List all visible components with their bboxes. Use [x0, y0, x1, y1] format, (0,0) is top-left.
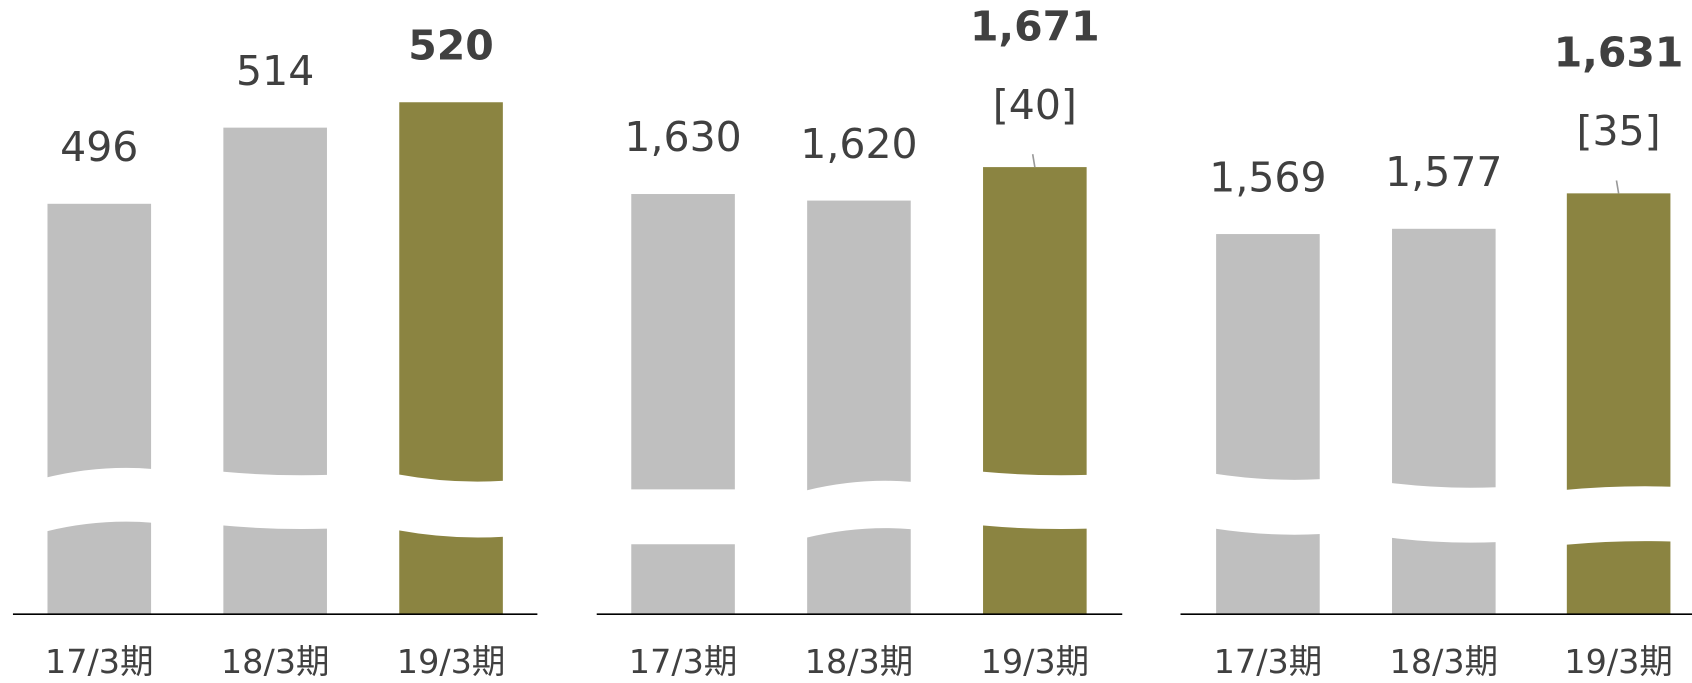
x-tick-label: 18/3期 — [221, 642, 330, 681]
axis-break — [806, 480, 912, 538]
axis-break — [1390, 482, 1497, 543]
annotation: [40] — [993, 81, 1077, 129]
x-tick-label: 18/3期 — [1390, 642, 1499, 681]
axis-break — [222, 471, 329, 530]
value-label: 1,671 — [970, 2, 1100, 50]
bar — [983, 167, 1087, 615]
bar — [631, 194, 735, 615]
x-tick-label: 18/3期 — [805, 642, 914, 681]
axis-break — [398, 474, 504, 538]
bar — [223, 127, 327, 615]
x-tick-label: 17/3期 — [629, 642, 738, 681]
bar — [1392, 228, 1496, 615]
axis-break — [630, 489, 736, 545]
value-label: 1,620 — [800, 120, 917, 168]
bar — [1216, 234, 1320, 615]
value-label: 514 — [236, 47, 314, 95]
value-label: 1,630 — [624, 113, 741, 161]
axis-break — [1565, 486, 1672, 545]
value-label: 1,631 — [1554, 29, 1684, 77]
value-label: 496 — [60, 123, 138, 171]
x-tick-label: 17/3期 — [1214, 642, 1323, 681]
x-tick-label: 17/3期 — [45, 642, 154, 681]
leader-line — [1615, 180, 1620, 194]
x-tick-label: 19/3期 — [981, 642, 1090, 681]
bar — [1566, 193, 1671, 615]
x-tick-label: 19/3期 — [397, 642, 506, 681]
value-label: 1,577 — [1385, 148, 1502, 196]
x-tick-label: 19/3期 — [1564, 642, 1673, 681]
axis-break — [46, 467, 153, 532]
bar — [807, 200, 911, 615]
leader-line — [1031, 154, 1036, 168]
axis-break — [981, 471, 1088, 530]
value-label: 1,569 — [1209, 153, 1326, 201]
axis-break — [1215, 473, 1321, 535]
value-label: 520 — [408, 22, 494, 70]
bar — [47, 203, 152, 615]
annotation: [35] — [1577, 107, 1661, 155]
